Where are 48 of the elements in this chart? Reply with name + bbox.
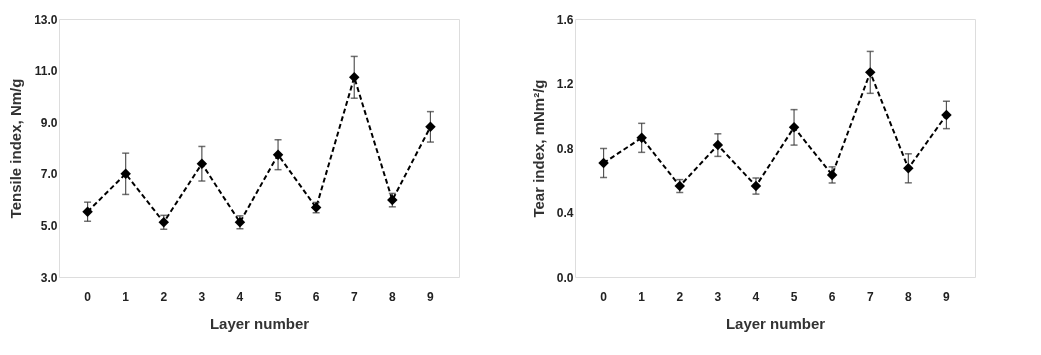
y-axis-title: Tensile index, Nm/g — [7, 78, 25, 219]
x-tick-label: 5 — [274, 289, 282, 304]
point — [348, 72, 360, 83]
x-tick-label: 4 — [752, 289, 760, 304]
x-axis-title: Layer number — [725, 314, 826, 332]
point — [941, 109, 952, 121]
x-tick-label: 0 — [600, 289, 608, 304]
x-tick-label: 8 — [904, 289, 912, 304]
y-tick-label: 1.2 — [556, 77, 574, 91]
y-tick-label: 3.0 — [40, 270, 58, 285]
point — [272, 149, 284, 160]
point — [425, 121, 436, 133]
y-tick-label: 5.0 — [40, 218, 58, 233]
x-tick-label: 3 — [198, 289, 206, 304]
point — [788, 122, 800, 133]
x-tick-label: 6 — [828, 289, 836, 304]
y-tick-label: 9.0 — [40, 115, 58, 130]
x-tick-label: 8 — [388, 289, 396, 304]
x-tick-label: 9 — [427, 289, 435, 304]
point — [598, 157, 609, 169]
x-tick-label: 5 — [790, 289, 798, 304]
point — [196, 158, 208, 169]
y-tick-label: 11.0 — [34, 64, 58, 79]
point — [82, 206, 93, 217]
x-tick-label: 9 — [943, 289, 951, 304]
x-tick-label: 6 — [312, 289, 320, 304]
x-tick-label: 2 — [676, 289, 684, 304]
point — [903, 163, 914, 174]
y-tick-label: 13.0 — [34, 12, 58, 27]
y-tick-label: 7.0 — [40, 167, 58, 182]
y-tick-label: 0.0 — [556, 270, 574, 285]
x-tick-label: 7 — [350, 289, 358, 304]
y-axis-title: Tear index, mNm²/g — [529, 79, 547, 218]
x-tick-label: 2 — [160, 289, 168, 304]
point — [636, 132, 647, 144]
x-tick-label: 4 — [236, 289, 244, 304]
point — [120, 168, 131, 180]
x-axis-title: Layer number — [209, 314, 310, 332]
point — [712, 139, 724, 151]
y-tick-label: 1.6 — [556, 12, 574, 27]
x-tick-label: 1 — [638, 289, 646, 304]
x-tick-label: 0 — [84, 289, 92, 304]
x-tick-label: 1 — [122, 289, 130, 304]
y-tick-label: 0.4 — [556, 206, 574, 220]
point — [864, 67, 876, 78]
x-tick-label: 3 — [714, 289, 722, 304]
x-tick-label: 7 — [866, 289, 874, 304]
y-tick-label: 0.8 — [556, 141, 574, 156]
